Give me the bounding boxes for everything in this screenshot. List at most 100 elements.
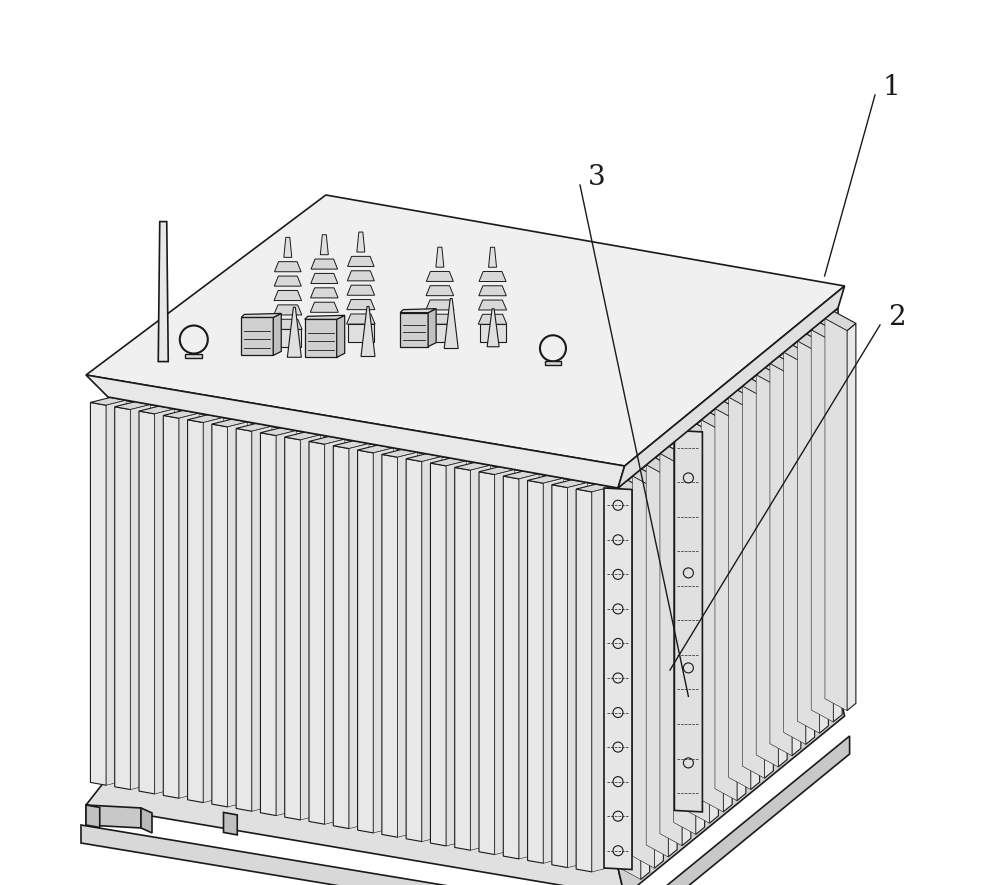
Polygon shape (480, 324, 506, 342)
Polygon shape (519, 473, 539, 859)
Polygon shape (619, 481, 650, 499)
Polygon shape (729, 390, 760, 410)
Polygon shape (86, 805, 100, 827)
Polygon shape (503, 476, 519, 859)
Polygon shape (86, 777, 625, 885)
Polygon shape (756, 367, 787, 387)
Polygon shape (646, 465, 668, 857)
Polygon shape (654, 481, 663, 868)
Polygon shape (660, 454, 682, 846)
Polygon shape (687, 424, 718, 443)
Polygon shape (311, 288, 338, 298)
Polygon shape (106, 400, 126, 785)
Polygon shape (715, 409, 737, 801)
Polygon shape (797, 334, 828, 353)
Polygon shape (333, 441, 369, 449)
Polygon shape (682, 458, 691, 846)
Polygon shape (163, 415, 179, 798)
Polygon shape (479, 272, 506, 281)
Polygon shape (723, 425, 732, 812)
Polygon shape (86, 805, 141, 828)
Polygon shape (236, 423, 272, 431)
Polygon shape (406, 458, 422, 842)
Polygon shape (276, 431, 296, 816)
Polygon shape (179, 413, 199, 798)
Polygon shape (797, 342, 819, 733)
Polygon shape (309, 436, 345, 444)
Polygon shape (130, 404, 150, 789)
Polygon shape (455, 463, 490, 470)
Polygon shape (382, 454, 398, 837)
Polygon shape (155, 409, 175, 794)
Polygon shape (632, 476, 654, 868)
Polygon shape (400, 309, 436, 312)
Polygon shape (108, 397, 618, 868)
Polygon shape (90, 403, 106, 785)
Polygon shape (618, 688, 845, 885)
Polygon shape (357, 232, 365, 252)
Polygon shape (406, 454, 442, 462)
Polygon shape (212, 424, 228, 807)
Polygon shape (260, 433, 276, 816)
Polygon shape (309, 442, 325, 824)
Polygon shape (325, 439, 345, 824)
Polygon shape (478, 314, 507, 324)
Polygon shape (426, 314, 454, 324)
Polygon shape (811, 330, 833, 722)
Polygon shape (349, 443, 369, 828)
Polygon shape (696, 447, 705, 835)
Polygon shape (382, 450, 418, 458)
Polygon shape (701, 420, 723, 812)
Polygon shape (241, 313, 281, 318)
Polygon shape (430, 463, 446, 846)
Polygon shape (764, 391, 773, 778)
Polygon shape (188, 419, 203, 803)
Polygon shape (273, 319, 302, 329)
Polygon shape (701, 412, 732, 432)
Polygon shape (674, 435, 705, 454)
Polygon shape (398, 452, 418, 837)
Polygon shape (784, 352, 806, 744)
Polygon shape (737, 413, 746, 801)
Polygon shape (641, 492, 650, 880)
Polygon shape (275, 262, 301, 272)
Polygon shape (543, 478, 563, 863)
Text: 1: 1 (883, 74, 901, 101)
Polygon shape (715, 402, 746, 420)
Polygon shape (252, 427, 272, 812)
Polygon shape (236, 428, 252, 812)
Polygon shape (503, 471, 539, 479)
Polygon shape (287, 307, 301, 358)
Polygon shape (285, 437, 300, 820)
Polygon shape (568, 482, 588, 867)
Polygon shape (90, 397, 126, 405)
Polygon shape (847, 323, 856, 711)
Polygon shape (86, 375, 625, 488)
Polygon shape (241, 318, 273, 356)
Polygon shape (552, 485, 568, 867)
Polygon shape (489, 247, 497, 267)
Polygon shape (310, 317, 339, 327)
Polygon shape (632, 469, 663, 489)
Text: 2: 2 (888, 304, 906, 331)
Polygon shape (619, 488, 641, 880)
Polygon shape (115, 407, 130, 789)
Polygon shape (284, 237, 292, 258)
Polygon shape (478, 300, 507, 310)
Polygon shape (770, 357, 801, 376)
Polygon shape (310, 302, 338, 312)
Polygon shape (274, 276, 301, 286)
Polygon shape (709, 436, 718, 823)
Polygon shape (427, 324, 453, 342)
Polygon shape (185, 353, 202, 358)
Polygon shape (618, 308, 838, 868)
Polygon shape (305, 315, 345, 319)
Polygon shape (576, 484, 612, 492)
Polygon shape (311, 273, 338, 283)
Polygon shape (311, 327, 337, 344)
Polygon shape (311, 259, 338, 269)
Polygon shape (358, 445, 393, 453)
Polygon shape (479, 472, 495, 855)
Polygon shape (422, 457, 442, 842)
Polygon shape (305, 319, 337, 358)
